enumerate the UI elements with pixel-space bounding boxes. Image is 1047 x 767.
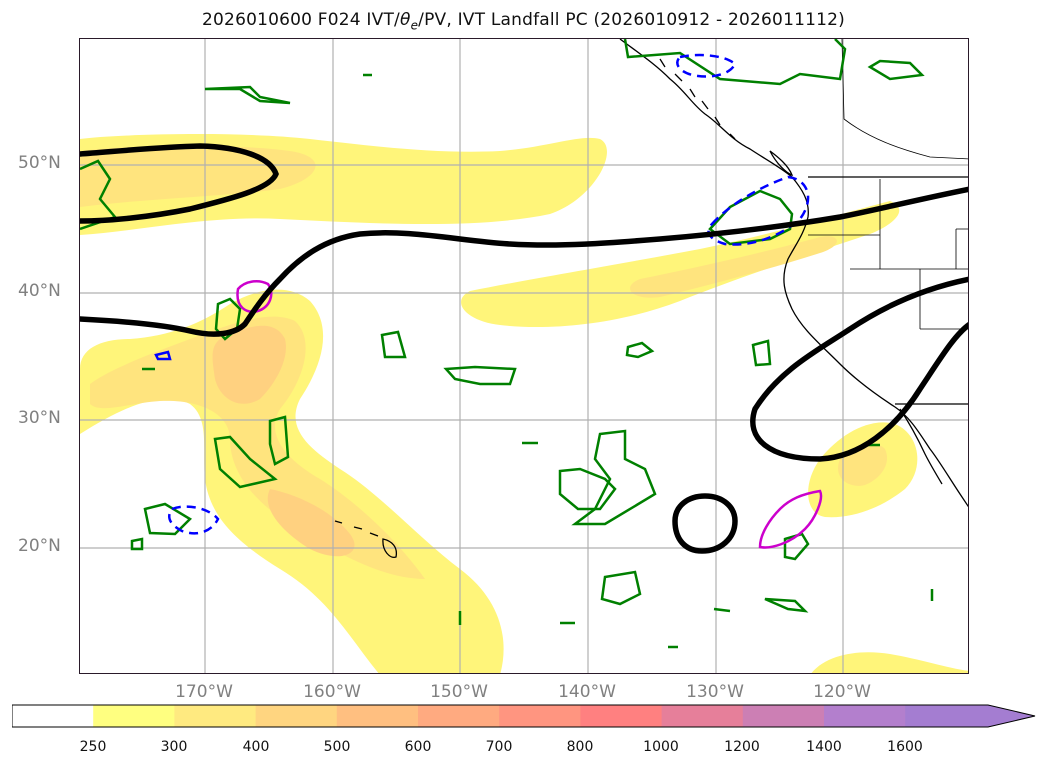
pv-contour-se-2 — [764, 597, 809, 613]
pc-positive-southeast — [758, 489, 823, 549]
colorbar-segment — [255, 705, 338, 727]
colorbar-segment — [418, 705, 500, 727]
colorbar-label: 250 — [79, 739, 107, 755]
thetae-contour-main — [80, 186, 968, 337]
lon-label-160w: 160°W — [303, 682, 361, 702]
coastline-alaska-bc — [619, 39, 793, 178]
colorbar-segment — [580, 705, 663, 727]
lat-label-50n: 50°N — [18, 153, 61, 173]
ivt-plume-west-core — [212, 325, 355, 557]
thetae-contour-se-loop — [750, 276, 968, 462]
lat-label-40n: 40°N — [18, 281, 61, 301]
lon-label-130w: 130°W — [686, 682, 744, 702]
colorbar-label: 800 — [566, 739, 594, 755]
pv-contour-west-4 — [130, 537, 144, 551]
pv-contour-nw — [204, 85, 291, 105]
title-suffix: /PV, IVT Landfall PC (2026010912 - 20260… — [418, 10, 845, 30]
colorbar-segment — [174, 705, 257, 727]
canada-provincial-border — [841, 39, 968, 160]
lat-label-30n: 30°N — [18, 408, 61, 428]
pv-contour-mid-4 — [751, 339, 772, 367]
islands-bc-coast — [659, 58, 736, 140]
title-theta-subscript: e — [410, 18, 419, 33]
ivt-colorbar — [12, 704, 1036, 728]
colorbar-label: 700 — [485, 739, 513, 755]
pv-contour-mid-3 — [625, 341, 655, 359]
lon-label-120w: 120°W — [813, 682, 871, 702]
colorbar-extend-arrow — [905, 705, 1035, 727]
pc-contours — [154, 53, 823, 549]
map-panel — [79, 38, 969, 674]
colorbar-outline — [12, 704, 1036, 728]
colorbar-segment — [336, 705, 419, 727]
pv-contour-north-2 — [867, 59, 925, 81]
pv-contour-center-1 — [558, 467, 617, 511]
pv-contour-dash-4 — [713, 607, 731, 613]
coastline-baja — [899, 408, 943, 485]
colorbar-label: 1000 — [643, 739, 679, 755]
pv-contour-north-1 — [623, 39, 847, 86]
map-title: 2026010600 F024 IVT/θe/PV, IVT Landfall … — [0, 10, 1047, 32]
lon-label-150w: 150°W — [430, 682, 488, 702]
colorbar-label: 1600 — [887, 739, 923, 755]
thetae-contour-small-circle — [672, 493, 738, 554]
colorbar-label: 600 — [404, 739, 432, 755]
pv-contour-west-2 — [213, 435, 278, 489]
ivt-band-coastal-inner — [630, 236, 837, 298]
colorbar-segment — [661, 705, 744, 727]
islands-hawaii — [334, 520, 398, 558]
pc-positive-northwest — [236, 280, 273, 313]
thetae-contours — [80, 143, 968, 554]
thetae-contour-north-loop — [80, 143, 279, 224]
coastlines — [334, 39, 968, 558]
colorbar-label: 1400 — [806, 739, 842, 755]
ivt-blob-south — [811, 652, 968, 673]
colorbar-segments — [12, 705, 1035, 727]
ivt-shading — [80, 134, 968, 673]
pc-negative-west — [168, 505, 220, 535]
colorbar-label: 400 — [242, 739, 270, 755]
ivt-band-coastal — [461, 201, 900, 328]
pv-contour-mid-2 — [443, 365, 517, 386]
pv-contour-se-1 — [783, 532, 810, 561]
colorbar-label: 1200 — [724, 739, 760, 755]
lat-label-20n: 20°N — [18, 536, 61, 556]
pc-negative-north — [676, 53, 737, 78]
pv-contour-mid-1 — [380, 330, 407, 359]
colorbar-label: 300 — [160, 739, 188, 755]
title-prefix: 2026010600 F024 IVT/ — [202, 10, 400, 30]
island-vancouver — [769, 150, 794, 177]
ivt-plume-west-mid — [90, 316, 425, 579]
title-theta: θ — [399, 10, 411, 30]
pv-contour-center-3 — [600, 570, 642, 606]
pv-contours — [80, 39, 934, 649]
pv-contour-west-1 — [268, 415, 290, 466]
lon-label-170w: 170°W — [175, 682, 233, 702]
pv-contour-center-2 — [571, 429, 657, 526]
graticule — [80, 39, 968, 673]
colorbar-segment — [824, 705, 906, 727]
colorbar-label: 500 — [323, 739, 351, 755]
pc-negative-small — [154, 350, 172, 361]
colorbar-segment — [742, 705, 825, 727]
pv-contour-west-3 — [143, 502, 193, 536]
colorbar-segment — [12, 705, 94, 727]
state-borders — [808, 179, 968, 330]
lon-label-140w: 140°W — [558, 682, 616, 702]
colorbar-segment — [93, 705, 175, 727]
colorbar-segment — [499, 705, 581, 727]
map-canvas — [80, 39, 968, 673]
